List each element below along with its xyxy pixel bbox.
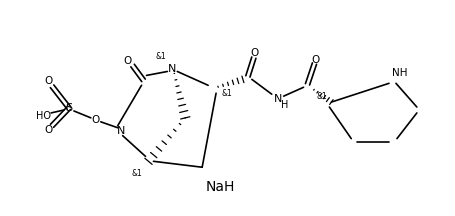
Text: H: H — [280, 100, 288, 110]
Text: O: O — [91, 115, 100, 125]
Text: HO: HO — [35, 111, 51, 121]
Text: S: S — [65, 103, 72, 113]
Text: &1: &1 — [221, 89, 232, 98]
Text: NH: NH — [391, 68, 407, 78]
Text: NaH: NaH — [205, 180, 234, 194]
Text: &1: &1 — [155, 52, 166, 61]
Text: O: O — [250, 48, 258, 58]
Text: N: N — [168, 64, 176, 73]
Text: O: O — [123, 56, 131, 66]
Text: N: N — [116, 126, 125, 136]
Text: &1: &1 — [131, 169, 142, 178]
Text: N: N — [273, 94, 281, 104]
Text: O: O — [311, 55, 319, 65]
Text: O: O — [44, 76, 52, 86]
Text: &1: &1 — [315, 92, 326, 101]
Text: O: O — [44, 125, 52, 135]
